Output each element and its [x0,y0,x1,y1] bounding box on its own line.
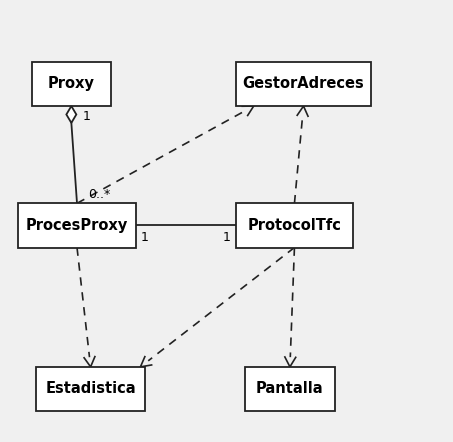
Text: 1: 1 [223,231,231,244]
Text: GestorAdreces: GestorAdreces [243,76,364,91]
Text: 1: 1 [82,110,91,123]
FancyBboxPatch shape [236,203,353,248]
FancyBboxPatch shape [236,62,371,106]
FancyBboxPatch shape [245,367,335,411]
FancyBboxPatch shape [32,62,111,106]
Text: ProtocolTfc: ProtocolTfc [247,218,342,233]
Text: 0..*: 0..* [88,188,111,201]
Polygon shape [66,106,76,123]
Text: Proxy: Proxy [48,76,95,91]
Text: 1: 1 [140,231,148,244]
Text: Pantalla: Pantalla [256,381,324,396]
FancyBboxPatch shape [36,367,145,411]
FancyBboxPatch shape [18,203,136,248]
Text: ProcesProxy: ProcesProxy [26,218,128,233]
Text: Estadistica: Estadistica [45,381,136,396]
